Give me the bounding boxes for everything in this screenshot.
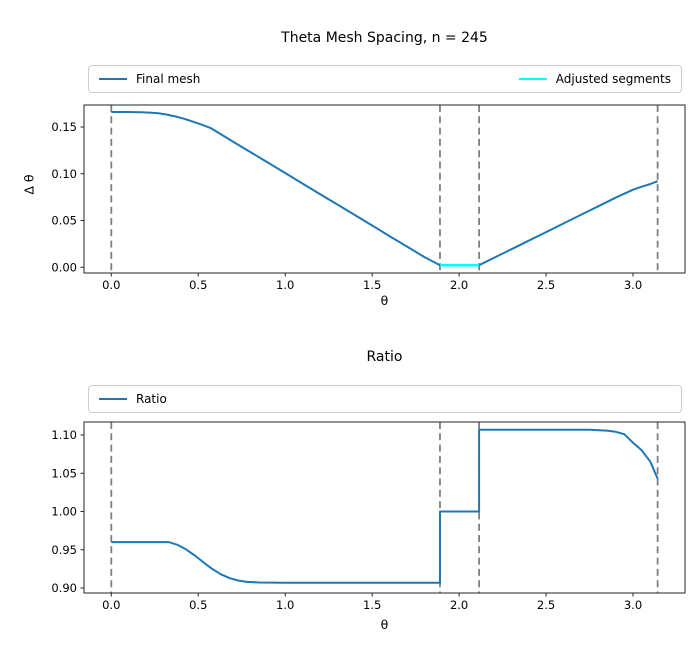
y-tick-label: 0.00 — [51, 260, 77, 274]
chart1-title: Theta Mesh Spacing, n = 245 — [281, 30, 488, 46]
legend-item-ratio: Ratio — [99, 392, 167, 406]
x-tick-label: 2.5 — [537, 598, 555, 612]
plot-frame — [83, 421, 686, 594]
adjusted-segments-legend-label: Adjusted segments — [555, 72, 671, 86]
x-tick-label: 1.5 — [363, 598, 381, 612]
x-tick-label: 3.0 — [624, 598, 642, 612]
x-tick-label: 2.5 — [537, 278, 555, 292]
legend-item-final-mesh: Final mesh — [99, 72, 200, 86]
plot-frame — [83, 104, 686, 274]
x-tick-label: 2.0 — [450, 278, 468, 292]
chart1-legend: Final mesh Adjusted segments — [88, 65, 682, 93]
y-tick-label: 1.05 — [51, 466, 77, 480]
x-tick-label: 1.0 — [276, 278, 294, 292]
legend-item-adjusted-segments: Adjusted segments — [518, 72, 671, 86]
y-tick-label: 0.10 — [51, 167, 77, 181]
ratio-legend-label: Ratio — [136, 392, 167, 406]
y-tick-label: 1.00 — [51, 505, 77, 519]
x-tick-label: 0.5 — [189, 598, 207, 612]
chart1-axes: 0.0 0.5 1.0 1.5 2.0 2.5 3.0 0.00 0.05 0.10 0.15 — [51, 104, 686, 292]
x-tick-label: 3.0 — [624, 278, 642, 292]
ratio-line-swatch — [99, 397, 127, 401]
y-tick-label: 1.10 — [51, 428, 77, 442]
final-mesh-line-swatch — [99, 77, 127, 81]
final-mesh-legend-label: Final mesh — [136, 72, 201, 86]
chart1-y-axis-label: Δ θ — [21, 174, 37, 195]
y-tick-label: 0.95 — [51, 543, 77, 557]
chart2-title: Ratio — [366, 349, 403, 365]
y-tick-label: 0.90 — [51, 581, 77, 595]
x-tick-label: 0.5 — [189, 278, 207, 292]
series-line-final-mesh — [111, 111, 658, 267]
x-tick-label: 0.0 — [102, 598, 120, 612]
y-tick-label: 0.15 — [51, 120, 77, 134]
adjusted-segments-line-swatch — [518, 77, 547, 81]
x-tick-label: 1.5 — [363, 278, 381, 292]
series-line-ratio — [111, 428, 659, 584]
x-tick-label: 1.0 — [276, 598, 294, 612]
x-tick-label: 2.0 — [450, 598, 468, 612]
y-tick-label: 0.05 — [51, 214, 77, 228]
x-tick-label: 0.0 — [102, 278, 120, 292]
chart2-legend: Ratio — [88, 385, 682, 413]
chart1-x-axis-label: θ — [380, 293, 389, 308]
chart2-x-axis-label: θ — [380, 617, 389, 632]
chart2-axes: 0.0 0.5 1.0 1.5 2.0 2.5 3.0 0.90 0.95 1.00 1.05 1.1… — [51, 421, 686, 612]
